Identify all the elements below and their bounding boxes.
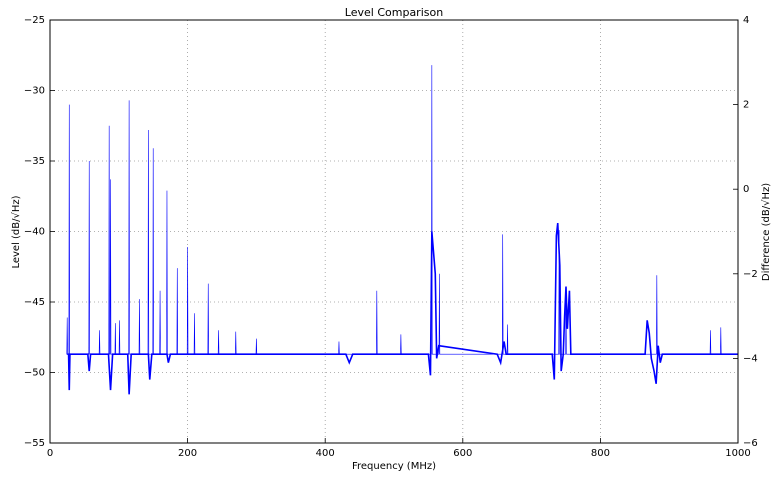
y2-tick-label: −6 <box>743 438 758 449</box>
x-tick-label: 0 <box>47 448 53 459</box>
y2-tick-label: −4 <box>743 353 758 364</box>
x-axis-label: Frequency (MHz) <box>352 461 436 472</box>
y2-tick-label: 2 <box>743 100 749 111</box>
x-tick-label: 200 <box>178 448 197 459</box>
y-tick-label: −25 <box>24 15 45 26</box>
plot-frame <box>49 19 739 444</box>
x-tick-label: 1000 <box>725 448 750 459</box>
y-tick-label: −30 <box>24 86 45 97</box>
x-tick-label: 400 <box>316 448 335 459</box>
y-tick-label: −55 <box>24 438 45 449</box>
x-tick-label: 600 <box>453 448 472 459</box>
y2-tick-label: 0 <box>743 184 749 195</box>
y-tick-label: −50 <box>24 368 45 379</box>
x-tick-label: 800 <box>591 448 610 459</box>
y2-axis-label: Difference (dB/√Hz) <box>761 183 772 281</box>
y-tick-label: −45 <box>24 297 45 308</box>
y-tick-label: −40 <box>24 227 45 238</box>
data-line <box>66 65 738 355</box>
y-tick-label: −35 <box>24 156 45 167</box>
y2-tick-label: 4 <box>743 15 749 26</box>
chart-title: Level Comparison <box>345 6 443 19</box>
y2-tick-label: −2 <box>743 269 758 280</box>
y-axis-label: Level (dB/√Hz) <box>11 195 22 268</box>
data-line <box>67 222 738 395</box>
